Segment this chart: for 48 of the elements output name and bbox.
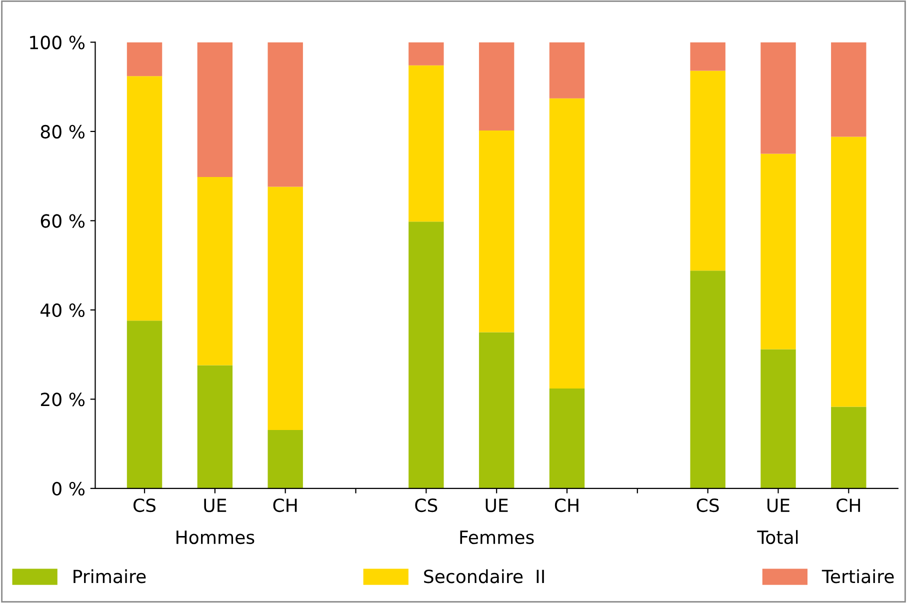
y-tick-label: 100 % [30,36,85,50]
bar [268,42,303,187]
x-tick-label: CS [696,498,719,512]
bar [549,42,585,98]
bar [690,270,726,488]
text: Total [757,530,798,544]
bar [760,42,796,154]
bar [408,65,444,222]
bar [268,186,303,430]
bar [831,42,866,137]
x-tick-label: CS [415,498,438,512]
y-tick-label: 20 % [40,392,85,406]
bar [408,222,444,488]
x-tick-label: CH [273,498,297,512]
bar [478,130,514,332]
legend-label: Primaire [74,569,146,584]
x-tick-label: CS [134,498,156,512]
x-tick-label: UE [486,498,508,512]
bar [126,320,162,488]
legend-label: Secondaire II [424,569,544,584]
x-tick-label: UE [204,498,226,512]
bar [408,42,444,66]
bar [197,42,233,177]
bar [197,176,233,366]
bar [760,349,796,488]
x-tick-label: CH [554,498,578,512]
bar [690,70,726,271]
bar [549,98,585,388]
legend-label: Tertiaire [822,569,894,584]
bar [197,365,233,488]
bar [126,42,162,76]
text: Hommes [176,530,254,544]
bar [549,388,585,488]
text: Femmes [460,530,534,544]
bar [760,154,796,350]
bar [690,42,726,71]
bar [126,76,162,321]
y-tick-label: 60 % [40,214,85,228]
y-tick-label: 40 % [40,303,85,318]
bar [831,406,866,488]
y-tick-label: 80 % [40,124,85,139]
x-tick-label: UE [767,498,790,512]
bar [268,430,303,488]
bar [478,42,514,131]
y-tick-label: 0 % [52,482,85,496]
x-tick-label: CH [836,498,860,512]
bar [831,136,866,407]
bar [478,332,514,488]
